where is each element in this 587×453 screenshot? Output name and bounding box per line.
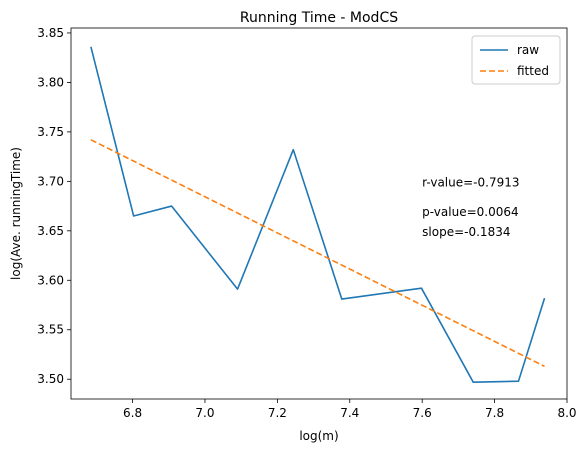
x-tick-label: 8.0 <box>557 406 576 420</box>
chart-title: Running Time - ModCS <box>240 10 398 26</box>
x-tick-label: 7.2 <box>268 406 287 420</box>
legend: raw fitted <box>471 35 561 85</box>
y-axis-label: log(Ave. runningTime) <box>9 147 23 280</box>
x-tick-label: 7.8 <box>485 406 504 420</box>
y-tick-label: 3.65 <box>37 224 64 238</box>
y-tick-label: 3.70 <box>37 174 64 188</box>
y-tick-label: 3.60 <box>37 273 64 287</box>
x-tick-label: 6.8 <box>123 406 142 420</box>
x-tick-label: 7.0 <box>195 406 214 420</box>
y-tick-label: 3.75 <box>37 125 64 139</box>
x-axis-label: log(m) <box>299 429 338 443</box>
series-line-fitted <box>90 139 545 368</box>
plot-area <box>90 46 546 383</box>
y-tick-label: 3.50 <box>37 372 64 386</box>
y-tick-label: 3.80 <box>37 75 64 89</box>
annotation-text: r-value=-0.7913 <box>422 175 519 189</box>
annotation-text: p-value=0.0064 <box>422 205 518 219</box>
series-line-raw <box>90 46 546 383</box>
plot-frame <box>70 27 568 400</box>
x-axis: 6.8 7.0 7.2 7.4 7.6 7.8 8.0 <box>123 399 577 420</box>
annotations: r-value=-0.7913 p-value=0.0064 slope=-0.18… <box>422 175 519 238</box>
legend-label-fitted: fitted <box>517 64 549 78</box>
x-tick-label: 7.6 <box>413 406 432 420</box>
y-tick-label: 3.55 <box>37 323 64 337</box>
legend-box <box>471 35 561 85</box>
y-axis: 3.50 3.55 3.60 3.65 3.70 3.75 3.80 3.85 <box>37 26 71 386</box>
legend-label-raw: raw <box>517 43 539 57</box>
x-tick-label: 7.4 <box>340 406 359 420</box>
annotation-text: slope=-0.1834 <box>422 225 510 239</box>
y-tick-label: 3.85 <box>37 26 64 40</box>
